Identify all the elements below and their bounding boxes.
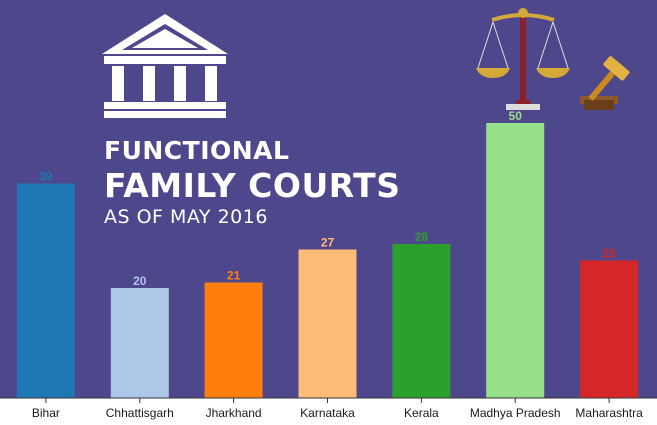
value-label-chhattisgarh: 20 [133, 274, 147, 288]
bars-group [16, 123, 639, 398]
courthouse-icon [102, 14, 228, 118]
bar-kerala [392, 244, 451, 398]
bar-bihar [16, 183, 75, 398]
x-ticks-group [45, 398, 610, 403]
x-tick-labels-group: Bihar Chhattisgarh Jharkhand Karnataka Keral… [32, 406, 643, 420]
bar-jharkhand [204, 282, 263, 398]
bar-madhya-pradesh [486, 123, 545, 398]
x-axis-band [0, 398, 657, 425]
x-tick-label-chhattisgarh: Chhattisgarh [106, 406, 174, 420]
title-line-1: FUNCTIONAL [104, 136, 290, 165]
title-subtitle: AS OF MAY 2016 [104, 206, 268, 228]
value-label-kerala: 28 [415, 230, 429, 244]
value-label-jharkhand: 21 [227, 269, 241, 283]
bar-maharashtra [580, 260, 639, 398]
value-labels-group: 39 20 21 27 28 50 25 [39, 109, 616, 288]
value-label-karnataka: 27 [321, 236, 335, 250]
bar-karnataka [298, 249, 357, 398]
value-label-madhya-pradesh: 50 [509, 109, 523, 123]
x-tick-label-maharashtra: Maharashtra [575, 406, 643, 420]
x-tick-label-bihar: Bihar [32, 406, 60, 420]
x-tick-label-madhya-pradesh: Madhya Pradesh [470, 406, 561, 420]
chart-title: FUNCTIONAL FAMILY COURTS AS OF MAY 2016 [104, 136, 400, 228]
x-tick-label-jharkhand: Jharkhand [206, 406, 262, 420]
value-label-bihar: 39 [39, 170, 53, 184]
value-label-maharashtra: 25 [602, 247, 616, 261]
bar-chhattisgarh [110, 288, 169, 398]
title-line-2: FAMILY COURTS [104, 166, 401, 205]
x-tick-label-kerala: Kerala [404, 406, 439, 420]
x-tick-label-karnataka: Karnataka [300, 406, 355, 420]
scales-of-justice-icon [476, 8, 570, 110]
gavel-icon [580, 56, 630, 110]
